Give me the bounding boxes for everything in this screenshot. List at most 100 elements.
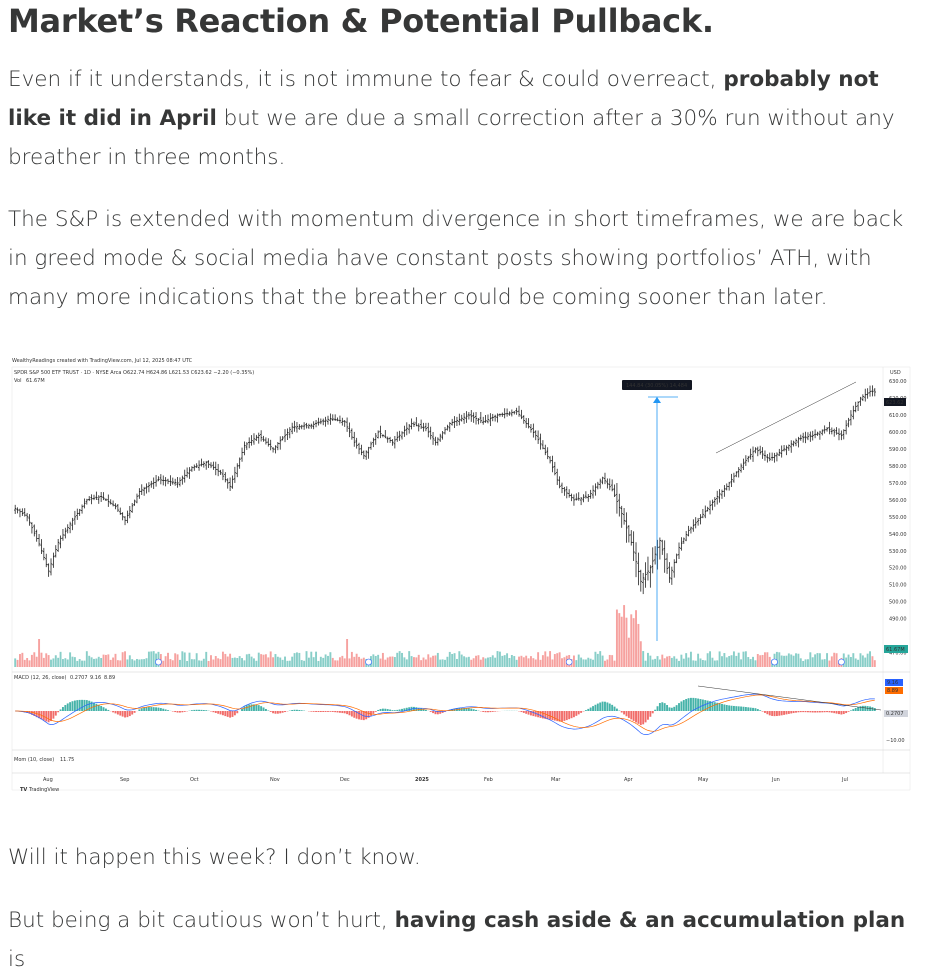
volume-bar: [43, 658, 45, 667]
macd-hist-bar: [126, 711, 128, 717]
volume-bar: [666, 657, 668, 667]
volume-bar: [394, 657, 396, 667]
macd-value-3: 8.89: [104, 675, 115, 681]
volume-bar: [210, 655, 212, 667]
macd-hist-bar: [351, 711, 353, 717]
macd-hist-bar: [754, 708, 756, 711]
macd-hist-bar: [301, 710, 303, 711]
volume-bar: [411, 656, 413, 667]
volume-bar: [797, 654, 799, 667]
volume-bar: [547, 657, 549, 667]
volume-bar: [148, 652, 150, 667]
measure-label: 144.84 (30.05%) 14,484: [626, 383, 687, 389]
volume-bar: [107, 654, 109, 667]
macd-hist-bar: [258, 705, 260, 711]
volume-bar: [138, 660, 140, 667]
macd-hist-bar: [850, 710, 852, 711]
macd-hist-bar: [700, 699, 702, 711]
volume-bar: [563, 657, 565, 667]
macd-hist-bar: [420, 709, 422, 711]
volume-bar: [81, 661, 83, 667]
volume-bar: [103, 655, 105, 667]
macd-hist-bar: [845, 711, 847, 713]
volume-bar: [282, 660, 284, 667]
month-tick-label: Apr: [624, 777, 634, 783]
volume-bar: [599, 651, 601, 667]
macd-hist-bar: [802, 711, 804, 712]
macd-hist-bar: [542, 711, 544, 718]
macd-hist-bar: [838, 711, 840, 714]
volume-bar: [862, 655, 864, 667]
volume-bar: [122, 652, 124, 667]
volume-bar: [380, 659, 382, 667]
volume-bar: [329, 652, 331, 667]
volume-bar: [678, 661, 680, 667]
volume-bar: [420, 660, 422, 667]
price-tick-label: 560.00: [889, 498, 907, 504]
volume-bar: [100, 658, 102, 667]
macd-hist-bar: [124, 711, 126, 717]
macd-hist-bar: [473, 709, 475, 711]
volume-bar: [497, 651, 499, 667]
volume-bar: [205, 652, 207, 667]
volume-bar: [191, 659, 193, 667]
volume-bar: [528, 658, 530, 667]
macd-hist-bar: [640, 711, 642, 725]
volume-bar: [64, 658, 66, 667]
volume-bar: [26, 658, 28, 667]
macd-hist-bar: [310, 711, 312, 712]
volume-bar: [700, 658, 702, 667]
macd-label: MACD (12, 26, close): [14, 675, 66, 681]
volume-bar: [88, 656, 90, 667]
volume-bar: [105, 655, 107, 667]
macd-hist-bar: [203, 710, 205, 711]
volume-bar: [21, 653, 23, 667]
macd-hist-bar: [776, 711, 778, 716]
macd-hist-bar: [719, 703, 721, 711]
macd-hist-bar: [857, 707, 859, 711]
volume-bar: [864, 658, 866, 667]
volume-bar: [680, 655, 682, 667]
volume-bar: [592, 660, 594, 667]
volume-bar: [874, 660, 876, 667]
volume-bar: [828, 661, 830, 667]
macd-hist-bar: [174, 711, 176, 712]
volume-bar: [647, 653, 649, 667]
macd-hist-bar: [852, 709, 854, 711]
volume-bar: [306, 651, 308, 667]
tradingview-logo-icon: TV: [20, 787, 27, 793]
volume-bar: [200, 661, 202, 667]
volume-bar: [740, 659, 742, 667]
volume-bar: [298, 653, 300, 667]
macd-hist-bar: [346, 711, 348, 714]
macd-hist-bar: [322, 711, 324, 712]
price-tick-label: 580.00: [889, 464, 907, 470]
macd-hist-bar: [824, 711, 826, 712]
volume-bar: [824, 659, 826, 667]
macd-hist-bar: [788, 711, 790, 714]
volume-bar: [308, 658, 310, 667]
volume-bar: [136, 659, 138, 667]
macd-hist-bar: [599, 703, 601, 711]
month-tick-label: 2025: [415, 777, 429, 783]
macd-axis-2: 8.89: [887, 688, 898, 694]
volume-bar: [260, 654, 262, 667]
volume-bar: [186, 661, 188, 667]
macd-hist-bar: [680, 701, 682, 711]
volume-bar: [738, 653, 740, 667]
volume-bar: [67, 659, 69, 667]
macd-hist-bar: [482, 711, 484, 712]
volume-bar: [611, 655, 613, 667]
macd-hist-bar: [843, 711, 845, 714]
macd-hist-bar: [666, 705, 668, 711]
volume-bar: [458, 651, 460, 667]
macd-hist-bar: [475, 710, 477, 711]
macd-hist-bar: [275, 711, 277, 714]
macd-hist-bar: [637, 711, 639, 724]
macd-hist-bar: [394, 710, 396, 711]
macd-hist-bar: [649, 711, 651, 717]
volume-bar: [243, 660, 245, 667]
macd-hist-bar: [690, 698, 692, 711]
volume-bar: [475, 656, 477, 667]
macd-hist-bar: [633, 711, 635, 721]
